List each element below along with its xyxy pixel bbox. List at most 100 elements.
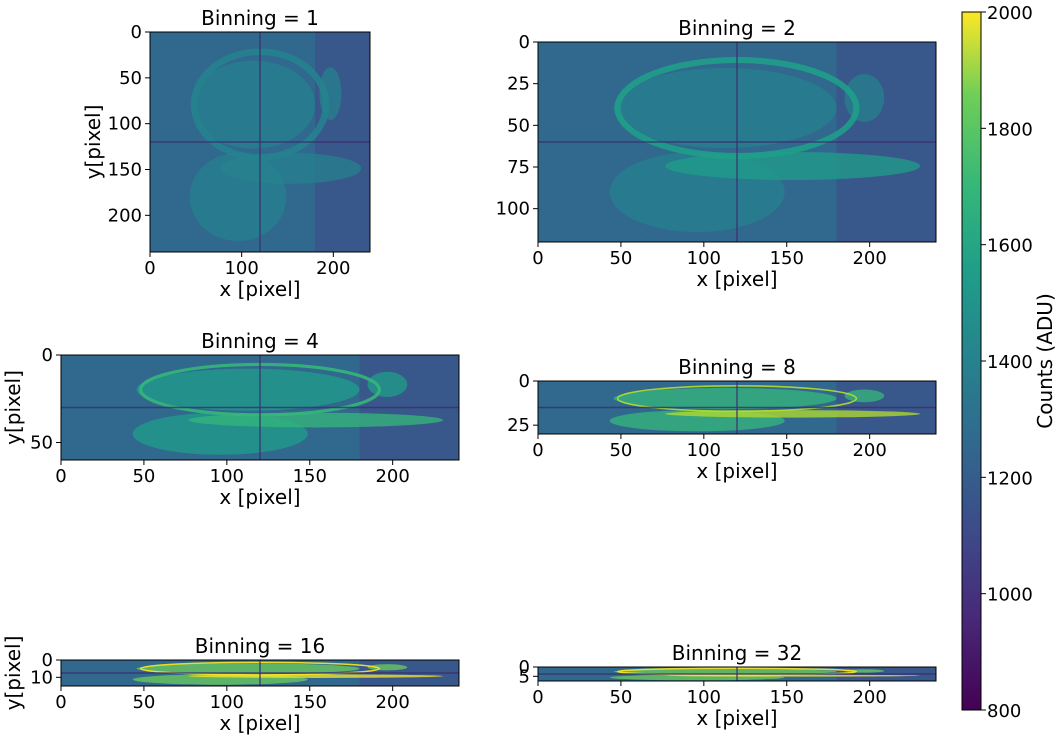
x-tick-label: 50 (132, 692, 155, 713)
heatmap-panel: Binning = 1 0 100 200 0 50 100 150 200 x [pixel] y… (81, 6, 371, 301)
colorbar-tick-label: 800 (987, 701, 1021, 722)
y-tick-label: 50 (507, 115, 530, 136)
colorbar-tick-label: 2000 (987, 3, 1033, 24)
x-tick-label: 150 (293, 692, 327, 713)
x-tick-label: 150 (293, 466, 327, 487)
colorbar-ticks: 800 1000 1200 1400 1600 1800 2000 (981, 3, 1033, 722)
colorbar: 800 1000 1200 1400 1600 1800 2000 Counts (ADU) (961, 3, 1057, 722)
colorbar-tick-label: 1600 (987, 236, 1033, 257)
x-tick-label: 50 (609, 687, 632, 708)
x-tick-label: 0 (55, 466, 66, 487)
y-tick-label: 50 (119, 68, 142, 89)
x-axis-label: x [pixel] (696, 459, 777, 483)
y-tick-label: 25 (507, 74, 530, 95)
x-tick-label: 100 (210, 466, 244, 487)
x-tick-label: 0 (55, 692, 66, 713)
axes-frame (537, 666, 937, 682)
y-tick-label: 10 (30, 667, 53, 688)
axes-frame (60, 659, 460, 687)
x-tick-label: 0 (532, 248, 543, 269)
heatmap-feature (613, 668, 837, 675)
y-tick-label: 0 (519, 657, 530, 678)
axes-frame (537, 380, 937, 435)
heatmap-feature (367, 371, 408, 397)
panel-title: Binning = 16 (195, 634, 325, 658)
heatmap-image (150, 32, 370, 252)
x-axis-label: x [pixel] (219, 711, 300, 735)
heatmap-feature (367, 664, 408, 671)
colorbar-tick-label: 1400 (987, 352, 1033, 373)
x-tick-label: 150 (770, 248, 804, 269)
heatmap-feature (136, 663, 360, 674)
axes-frame (149, 31, 371, 253)
heatmap-feature (665, 152, 921, 180)
axes-frame (60, 354, 460, 461)
x-tick-label: 50 (609, 248, 632, 269)
heatmap-feature (191, 60, 315, 149)
y-axis-label: y[pixel] (1, 636, 25, 711)
colorbar-tick-label: 1000 (987, 585, 1033, 606)
y-tick-label: 5 (519, 666, 530, 687)
y-tick-label: 0 (519, 32, 530, 53)
x-tick-label: 100 (687, 687, 721, 708)
x-tick-label: 0 (144, 258, 155, 279)
heatmap-feature (844, 669, 885, 673)
x-tick-label: 150 (770, 440, 804, 461)
panel-title: Binning = 32 (672, 641, 802, 665)
heatmap-feature (613, 387, 837, 410)
y-tick-label: 200 (108, 205, 142, 226)
x-tick-label: 100 (210, 692, 244, 713)
panel-title: Binning = 8 (678, 355, 796, 379)
x-axis-label: x [pixel] (219, 277, 300, 301)
colorbar-label: Counts (ADU) (1033, 293, 1057, 429)
heatmap-feature (844, 389, 885, 403)
heatmap-image (61, 660, 459, 686)
colorbar-tick-label: 1800 (987, 119, 1033, 140)
x-tick-label: 100 (224, 258, 258, 279)
heatmap-feature (220, 153, 362, 184)
x-axis-label: x [pixel] (219, 485, 300, 509)
x-tick-label: 0 (532, 440, 543, 461)
x-tick-label: 100 (687, 440, 721, 461)
y-tick-label: 150 (108, 160, 142, 181)
y-tick-label: 75 (507, 157, 530, 178)
axes-frame (537, 41, 937, 243)
y-axis-label: y[pixel] (81, 105, 105, 180)
x-tick-label: 100 (687, 248, 721, 269)
x-tick-label: 200 (852, 440, 886, 461)
heatmap-image (61, 355, 459, 460)
heatmap-image (538, 381, 936, 434)
y-tick-label: 0 (519, 371, 530, 392)
panel-title: Binning = 2 (678, 16, 796, 40)
panel-title: Binning = 1 (201, 6, 319, 30)
heatmap-feature (665, 410, 921, 418)
y-axis-label: y[pixel] (1, 370, 25, 445)
heatmap-feature (188, 412, 444, 428)
heatmap-panel: Binning = 32 0 50 100 150 200 05 x [pixel] (519, 641, 937, 730)
colorbar-gradient (961, 11, 982, 711)
x-tick-label: 50 (132, 466, 155, 487)
heatmap-image (538, 42, 936, 242)
panel-title: Binning = 4 (201, 329, 319, 353)
x-tick-label: 200 (375, 466, 409, 487)
y-tick-label: 0 (42, 345, 53, 366)
y-tick-label: 50 (30, 433, 53, 454)
x-axis-label: x [pixel] (696, 267, 777, 291)
x-tick-label: 200 (852, 248, 886, 269)
heatmap-image (538, 667, 936, 681)
y-tick-label: 100 (108, 114, 142, 135)
y-tick-label: 0 (42, 650, 53, 671)
x-axis-label: x [pixel] (696, 706, 777, 730)
y-tick-label: 100 (496, 199, 530, 220)
x-tick-label: 200 (316, 258, 350, 279)
x-tick-label: 0 (532, 687, 543, 708)
x-tick-label: 150 (770, 687, 804, 708)
y-tick-label: 25 (507, 415, 530, 436)
x-tick-label: 200 (852, 687, 886, 708)
x-tick-label: 50 (609, 440, 632, 461)
